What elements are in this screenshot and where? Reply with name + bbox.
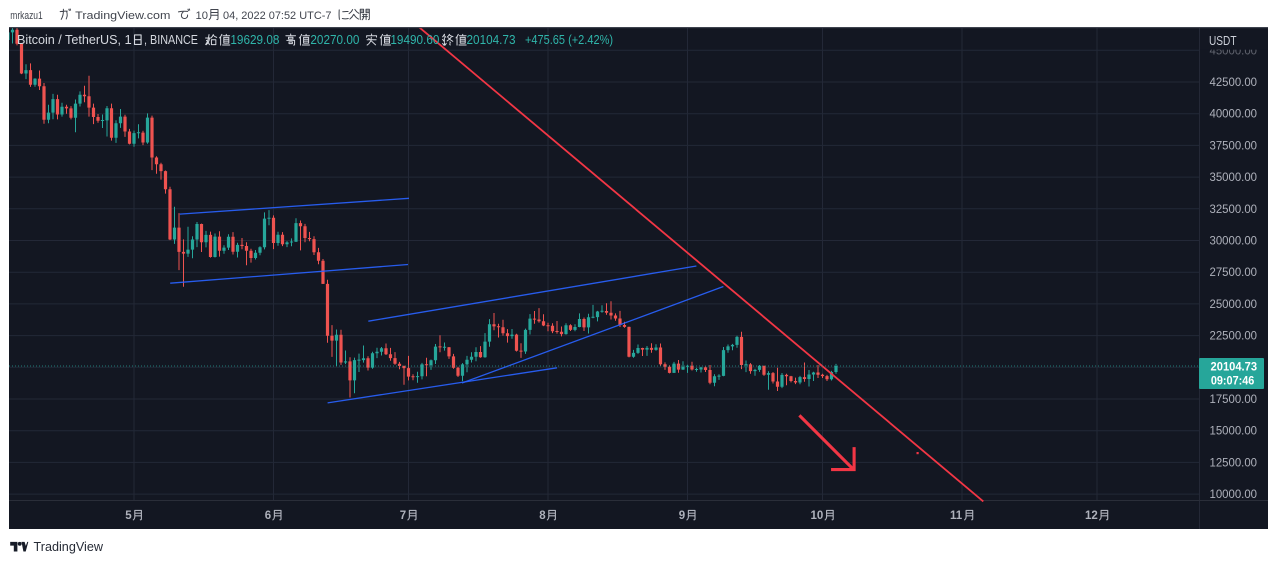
svg-text:17500.00: 17500.00 [1210,394,1258,406]
svg-text:30000.00: 30000.00 [1210,236,1258,248]
svg-text:35000.00: 35000.00 [1210,172,1258,184]
svg-text:37500.00: 37500.00 [1210,140,1258,152]
svg-text:19629.08: 19629.08 [230,32,279,47]
svg-text:8: 8 [539,510,546,522]
svg-text:mrkazu1: mrkazu1 [10,10,42,22]
svg-text:22500.00: 22500.00 [1210,331,1258,343]
svg-text:TradingView.com: TradingView.com [75,10,170,22]
svg-text:6: 6 [265,510,271,522]
svg-text:Bitcoin / TetherUS,: Bitcoin / TetherUS, [17,32,121,47]
svg-text:12500.00: 12500.00 [1210,457,1258,469]
svg-text:5: 5 [125,510,132,522]
svg-text:USDT: USDT [1209,33,1237,48]
svg-text:TradingView: TradingView [34,539,104,554]
svg-text:40000.00: 40000.00 [1210,109,1258,121]
svg-text:10: 10 [811,510,824,522]
svg-text:1: 1 [125,32,132,47]
svg-text:+475.65 (+2.42%): +475.65 (+2.42%) [525,32,613,47]
svg-text:12: 12 [1085,510,1098,522]
svg-text:20270.00: 20270.00 [310,32,359,47]
svg-text:42500.00: 42500.00 [1210,77,1258,89]
svg-text:04, 2022 07:52 UTC-7: 04, 2022 07:52 UTC-7 [223,10,332,22]
svg-text:15000.00: 15000.00 [1210,426,1258,438]
svg-text:20104.73: 20104.73 [1211,359,1258,373]
svg-text:09:07:46: 09:07:46 [1211,373,1255,387]
svg-text:10000.00: 10000.00 [1210,489,1258,501]
svg-text:10: 10 [196,10,209,22]
svg-text:9: 9 [679,510,685,522]
svg-text:7: 7 [400,510,406,522]
svg-text:11: 11 [950,510,963,522]
svg-text:25000.00: 25000.00 [1210,299,1258,311]
svg-text:27500.00: 27500.00 [1210,267,1258,279]
svg-text:, BINANCE: , BINANCE [144,32,198,47]
svg-text:19490.60: 19490.60 [390,32,439,47]
svg-text:32500.00: 32500.00 [1210,204,1258,216]
svg-text:20104.73: 20104.73 [467,32,516,47]
